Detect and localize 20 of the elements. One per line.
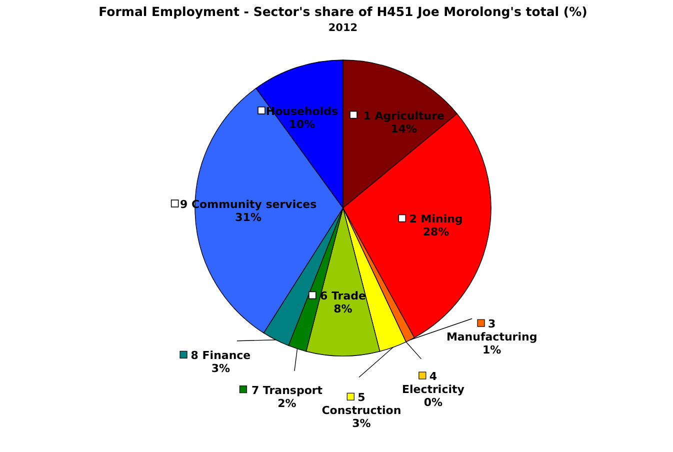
data-label: 1% [482,344,502,357]
legend-label: 3 Manufacturing [446,318,538,344]
legend-label: 8 Finance [190,349,251,362]
chart-subtitle: 2012 [328,22,358,34]
legend-label: 2 Mining [409,212,463,226]
data-label: 3% [211,362,230,376]
legend-label: 5 Construction [322,391,402,418]
data-label: 3% [352,417,371,430]
data-label: 14% [390,122,418,136]
legend-label: 6 Trade [320,290,366,303]
legend-label: 1 Agriculture [363,109,444,122]
legend-label: 7 Transport [251,384,323,397]
chart-title: Formal Employment - Sector's share of H451 Joe Morolong's total (%) [98,4,588,19]
text: 0% [424,396,443,410]
data-label: 10% [288,118,316,131]
legend-label: 4 Electricity [402,370,464,396]
data-label: 8% [334,302,352,316]
data-label: 28% [422,226,450,239]
data-label: 2% [278,396,296,410]
data-label: 31% [235,210,262,224]
